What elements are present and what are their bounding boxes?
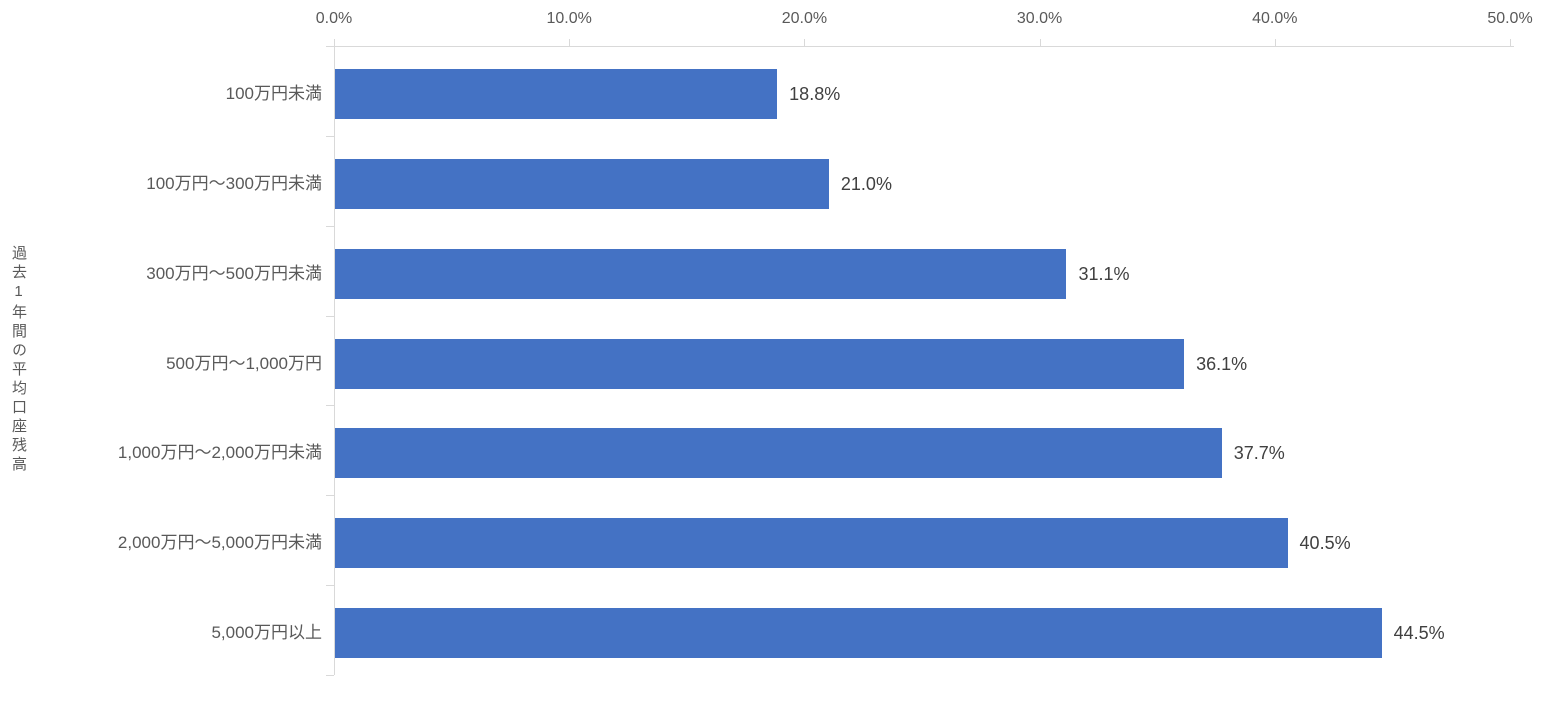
category-label: 300万円～500万円未満 [146, 263, 322, 283]
x-axis-line [334, 46, 1514, 47]
bar-6 [335, 518, 1288, 569]
x-tick-mark [804, 39, 806, 46]
y-tick-mark [326, 135, 334, 137]
x-tick-label: 40.0% [1252, 10, 1298, 27]
data-label: 44.5% [1393, 623, 1445, 644]
x-tick-label: 20.0% [781, 10, 828, 27]
x-tick-mark [1274, 39, 1276, 46]
x-tick-mark [1039, 39, 1041, 46]
bar-7 [335, 608, 1382, 659]
data-label: 36.1% [1196, 353, 1248, 374]
y-tick-mark [326, 405, 334, 407]
y-tick-mark [326, 46, 334, 47]
y-tick-mark [326, 225, 334, 227]
y-tick-mark [326, 315, 334, 317]
data-label: 40.5% [1299, 533, 1351, 554]
y-tick-mark [326, 675, 334, 676]
bar-4 [335, 338, 1185, 389]
category-label: 500万円～1,000万円 [166, 353, 322, 373]
x-tick-mark [334, 39, 335, 46]
bar-1 [335, 68, 778, 119]
data-label: 21.0% [840, 173, 892, 194]
x-tick-mark [569, 39, 571, 46]
data-label: 18.8% [789, 83, 841, 104]
y-tick-mark [326, 585, 334, 587]
data-label: 31.1% [1078, 263, 1130, 284]
category-label: 100万円～300万円未満 [146, 173, 322, 193]
category-label: 100万円未満 [225, 83, 322, 103]
category-label: 2,000万円～5,000万円未満 [117, 533, 322, 553]
bar-3 [335, 248, 1067, 299]
x-tick-label: 10.0% [546, 10, 592, 27]
x-tick-label: 50.0% [1487, 10, 1533, 27]
x-tick-label: 30.0% [1016, 10, 1063, 27]
bar-2 [335, 158, 829, 209]
x-tick-mark [1510, 39, 1511, 46]
y-tick-mark [326, 495, 334, 497]
category-label: 1,000万円～2,000万円未満 [117, 443, 322, 463]
y-axis-title: 過去1年間の平均口座残高 [10, 245, 27, 475]
y-axis-line [334, 46, 335, 675]
x-tick-label: 0.0% [315, 10, 353, 27]
bar-5 [335, 428, 1222, 479]
data-label: 37.7% [1233, 443, 1285, 464]
category-label: 5,000万円以上 [211, 623, 322, 643]
